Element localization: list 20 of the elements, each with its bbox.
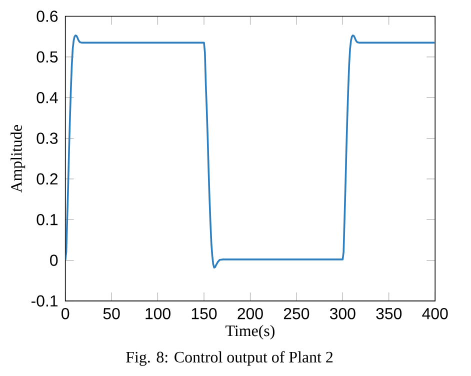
caption: Fig. 8: Control output of Plant 2 [126, 350, 333, 366]
y-tick-label: 0.5 [36, 51, 58, 62]
x-tick-label: 200 [238, 308, 263, 320]
y-tick-label: 0.1 [36, 214, 58, 226]
x-tick-label: 50 [103, 308, 120, 320]
x-tick-label: 0 [62, 308, 70, 320]
y-tick-label: 0.4 [36, 92, 58, 104]
y-tick-label: 0.2 [36, 173, 58, 184]
x-tick-label: 250 [284, 308, 310, 320]
x-tick-label: 350 [376, 308, 402, 320]
y-tick-label: -0.1 [32, 295, 58, 306]
x-tick-label: 100 [146, 308, 170, 320]
x-tick-label: 400 [422, 308, 448, 320]
x-tick-label: 300 [330, 308, 356, 320]
y-tick-label: 0.3 [36, 132, 58, 144]
x-tick-label: 150 [192, 308, 217, 320]
y-tick-label: 0.6 [36, 10, 58, 22]
y-tick-label: 0 [50, 254, 58, 266]
y-axis-title: Amplitude [10, 124, 26, 192]
x-axis-title: Time(s) [226, 324, 274, 340]
